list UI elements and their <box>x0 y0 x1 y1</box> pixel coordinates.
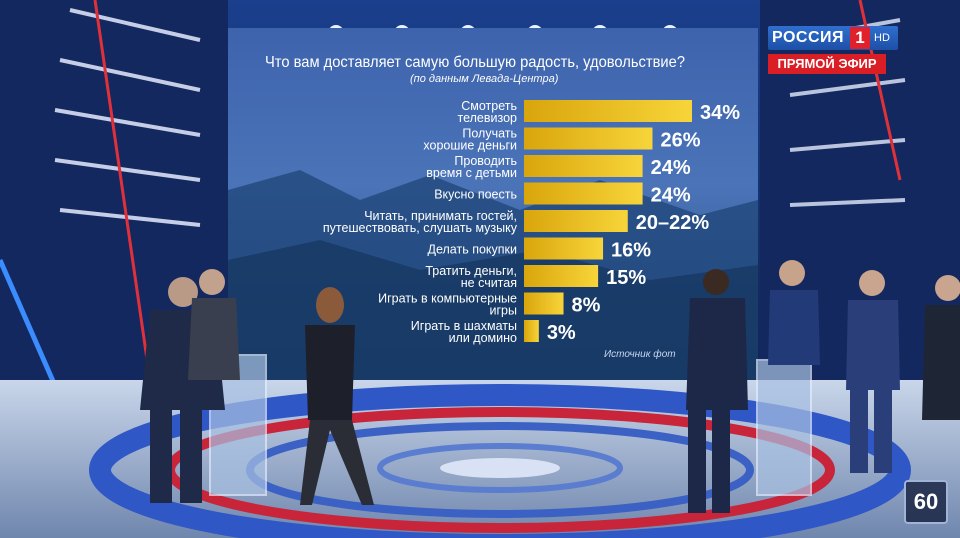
person-right-edge <box>922 275 960 420</box>
value-label: 16% <box>611 240 651 262</box>
category-label: Получать <box>462 127 517 141</box>
bar <box>524 182 643 205</box>
bar <box>524 127 653 150</box>
right-podium <box>756 359 812 496</box>
category-label: время с детьми <box>426 166 517 180</box>
category-label: Вкусно поесть <box>434 188 517 202</box>
value-label: 34% <box>700 102 740 124</box>
bar <box>524 237 604 260</box>
category-label: не считая <box>461 276 517 290</box>
category-label: Смотреть <box>461 99 517 113</box>
person-right-1 <box>768 260 820 365</box>
chart-subtitle: (по данным Левада-Центра) <box>410 73 559 85</box>
channel-name: РОССИЯ <box>772 29 845 46</box>
category-label: Читать, принимать гостей, <box>364 209 517 223</box>
value-label: 3% <box>547 322 576 344</box>
presenter-woman <box>300 287 374 505</box>
screen-water <box>228 240 758 380</box>
category-label: Тратить деньги, <box>425 264 517 278</box>
category-label: игры <box>490 304 517 318</box>
bar <box>524 292 564 315</box>
bar <box>524 210 628 232</box>
value-label: 24% <box>651 157 691 179</box>
floor-center <box>440 458 560 478</box>
value-label: 15% <box>606 267 646 289</box>
live-badge: ПРЯМОЙ ЭФИР <box>768 54 886 74</box>
channel-logo: РОССИЯ 1 HD ПРЯМОЙ ЭФИР <box>768 26 898 74</box>
value-label: 8% <box>572 295 601 317</box>
channel-logo-top: РОССИЯ 1 HD <box>768 26 898 50</box>
left-light-strips <box>54 8 201 227</box>
category-label: хорошие деньги <box>423 139 517 153</box>
category-label: Играть в шахматы <box>411 319 517 333</box>
person-right-2 <box>846 270 900 473</box>
floor-ring-inner <box>377 443 623 493</box>
left-red-light <box>93 0 152 381</box>
bar <box>524 320 539 342</box>
value-label: 26% <box>660 130 700 152</box>
channel-number: 1 <box>850 27 871 49</box>
value-label: 20–22% <box>636 212 710 234</box>
bar <box>524 265 599 287</box>
hd-label: HD <box>874 32 890 44</box>
category-label: Проводить <box>454 154 517 168</box>
bar <box>524 100 692 122</box>
category-label: или домино <box>449 331 517 345</box>
category-label: путешествовать, слушать музыку <box>323 221 518 235</box>
chart-title: Что вам доставляет самую большую радость… <box>265 54 685 71</box>
bar <box>524 155 643 177</box>
show-logo-badge: 60 <box>904 480 948 524</box>
floor-ring-outer <box>89 384 911 538</box>
value-label: 24% <box>651 185 691 207</box>
person-center-back <box>686 269 748 513</box>
source-caption: Источник фот <box>604 348 676 360</box>
category-label: Делать покупки <box>428 243 518 257</box>
person-left-2 <box>188 269 240 380</box>
category-label: Играть в компьютерные <box>378 292 517 306</box>
category-label: телевизор <box>458 111 518 125</box>
